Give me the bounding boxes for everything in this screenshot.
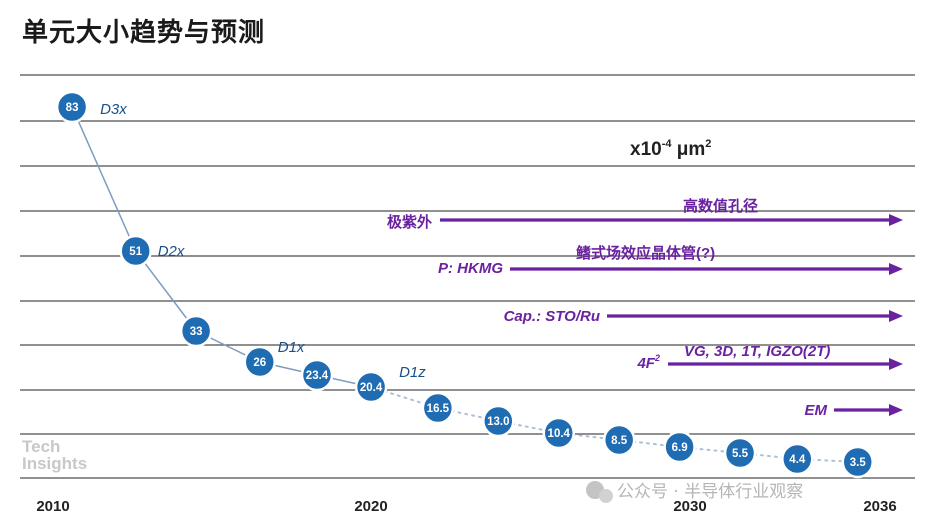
data-point-26: 26 xyxy=(243,345,276,379)
data-point-marker xyxy=(300,358,334,392)
chart-title: 单元大小趋势与预测 xyxy=(22,18,266,48)
arrow-head-icon xyxy=(889,263,903,275)
data-point-6.9: 6.9 xyxy=(663,430,696,464)
tech-arrow-group-5: EM xyxy=(805,402,903,419)
source-logo-line1: Tech xyxy=(22,437,60,456)
data-point-33: 33 xyxy=(179,314,213,348)
node-label-d3x: D3x xyxy=(100,101,127,118)
data-label: 20.4 xyxy=(360,382,383,394)
data-label: 10.4 xyxy=(548,428,571,440)
tech-arrow-group-4: 4F2 VG, 3D, 1T, IGZO(2T) xyxy=(636,343,903,372)
data-point-marker xyxy=(354,370,388,404)
node-label-d2x: D2x xyxy=(158,243,185,260)
arrow-head-icon xyxy=(889,404,903,416)
data-point-3.5: 3.5 xyxy=(841,445,874,479)
technology-roadmap: 极紫外 高数值孔径 P: HKMG 鳍式场效应晶体管(?) Cap.: STO/Ru 4F… xyxy=(387,197,903,419)
data-point-marker xyxy=(602,423,636,457)
wechat-icon xyxy=(586,481,613,503)
data-label: 83 xyxy=(66,102,79,114)
data-points: 83 51 33 26 23.4 20.4 16.5 13.0 10.4 8.5 6.9 5.5 4.4… xyxy=(55,90,874,479)
data-point-marker xyxy=(781,442,814,476)
tech-arrow-group-2: P: HKMG 鳍式场效应晶体管(?) xyxy=(438,244,903,277)
gridlines xyxy=(20,74,915,479)
tech-label: P: HKMG xyxy=(438,260,503,277)
arrow-head-icon xyxy=(889,214,903,226)
tech-arrow-group-1: 极紫外 高数值孔径 xyxy=(387,197,903,231)
arrow-head-icon xyxy=(889,358,903,370)
tech-label: EM xyxy=(805,402,828,419)
data-point-marker xyxy=(421,391,455,425)
data-point-marker xyxy=(243,345,276,379)
data-label: 16.5 xyxy=(427,403,450,415)
trend-line xyxy=(71,106,859,463)
data-point-marker xyxy=(55,90,89,124)
unit-label: x10-4 μm2 xyxy=(630,138,711,160)
data-point-13.0: 13.0 xyxy=(482,404,515,438)
data-point-marker xyxy=(542,416,575,450)
data-point-16.5: 16.5 xyxy=(421,391,455,425)
watermark: 公众号 · 半导体行业观察 xyxy=(617,482,803,502)
data-label: 13.0 xyxy=(487,416,509,428)
x-tick-2030: 2030 xyxy=(673,498,706,515)
node-label-d1x: D1x xyxy=(278,339,305,356)
data-label: 51 xyxy=(129,246,142,258)
trend-segment xyxy=(134,250,197,332)
data-point-20.4: 20.4 xyxy=(354,370,388,404)
node-label-d1z: D1z xyxy=(399,364,426,381)
data-point-marker xyxy=(841,445,874,479)
data-label: 6.9 xyxy=(672,442,688,454)
data-point-4.4: 4.4 xyxy=(781,442,814,476)
data-point-marker xyxy=(482,404,515,438)
trend-segment xyxy=(71,106,137,252)
data-point-marker xyxy=(663,430,696,464)
data-label: 26 xyxy=(253,357,266,369)
x-tick-2036: 2036 xyxy=(863,498,896,515)
tech-sublabel: 高数值孔径 xyxy=(683,197,758,215)
data-point-marker xyxy=(179,314,213,348)
x-axis-ticks: 2010 2020 2030 2036 xyxy=(36,498,896,515)
data-label: 3.5 xyxy=(850,457,867,469)
data-point-marker xyxy=(119,234,152,268)
tech-label: 4F2 xyxy=(636,353,660,372)
x-tick-2010: 2010 xyxy=(36,498,69,515)
tech-label: Cap.: STO/Ru xyxy=(504,308,600,325)
data-point-5.5: 5.5 xyxy=(723,436,757,470)
data-point-8.5: 8.5 xyxy=(602,423,636,457)
tech-sublabel: 鳍式场效应晶体管(?) xyxy=(576,244,715,262)
data-point-10.4: 10.4 xyxy=(542,416,575,450)
data-label: 23.4 xyxy=(306,370,329,382)
data-label: 8.5 xyxy=(611,435,628,447)
x-tick-2020: 2020 xyxy=(354,498,387,515)
source-logo-line2: Insights xyxy=(22,454,87,473)
arrow-head-icon xyxy=(889,310,903,322)
node-labels: D3x D2x D1x D1z xyxy=(100,101,426,381)
data-label: 4.4 xyxy=(789,454,806,466)
data-point-83: 83 xyxy=(55,90,89,124)
data-point-marker xyxy=(723,436,757,470)
tech-label: 极紫外 xyxy=(387,213,432,231)
data-point-23.4: 23.4 xyxy=(300,358,334,392)
data-point-51: 51 xyxy=(119,234,152,268)
data-label: 33 xyxy=(190,326,203,338)
tech-sublabel: VG, 3D, 1T, IGZO(2T) xyxy=(684,343,830,360)
tech-arrow-group-3: Cap.: STO/Ru xyxy=(504,308,903,325)
data-label: 5.5 xyxy=(732,448,749,460)
